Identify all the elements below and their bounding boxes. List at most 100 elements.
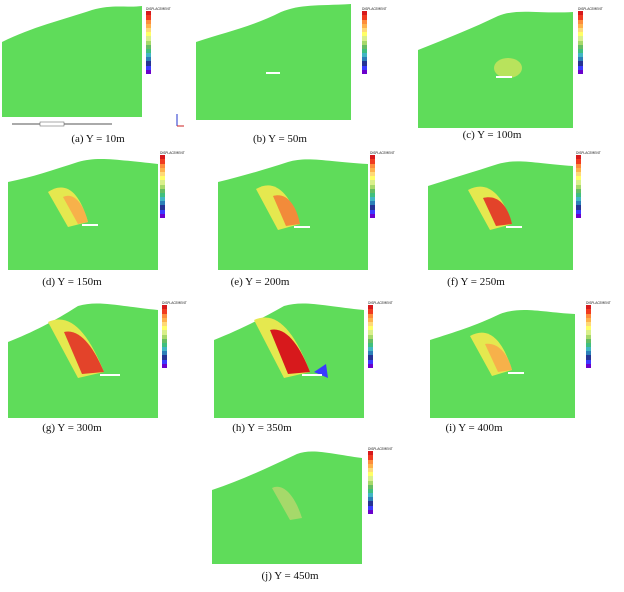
legend-swatch [368,347,393,352]
caption-c: (c) Y = 100m [462,129,522,141]
legend-swatch [362,48,387,54]
legend-swatch [160,205,185,210]
legend-g: DISPLACEMENT [162,301,187,369]
legend-swatch [362,61,387,66]
legend-swatch [368,463,393,468]
legend-swatch [578,48,603,54]
caption-j: (j) Y = 450m [261,570,319,582]
legend-swatch [362,32,387,37]
legend-swatch [370,184,395,189]
legend-swatch [576,176,601,181]
legend-a: DISPLACEMENT [146,7,171,75]
legend-title: DISPLACEMENT [162,301,187,305]
legend-swatch [146,61,171,66]
legend-swatch [576,209,601,214]
legend-swatch [576,197,601,202]
legend-swatch [578,44,603,49]
legend-swatch [362,53,387,58]
contour-plot-b [196,4,351,120]
legend-swatch [146,36,171,41]
legend-swatch [362,40,387,45]
panel-d: (d) Y = 150m [8,152,158,288]
contour-plot-h [214,303,364,418]
legend-title: DISPLACEMENT [362,7,387,11]
legend-swatch [578,57,603,62]
legend-swatch [368,330,393,335]
legend-swatch [586,338,611,343]
legend-title: DISPLACEMENT [370,151,395,155]
legend-swatch [160,171,185,177]
legend-swatch [576,180,601,185]
legend-swatch [576,201,601,206]
panel-a: (a) Y = 10m [2,2,192,145]
legend-swatch [578,15,603,20]
legend-swatch [160,167,185,172]
legend-swatch [370,209,395,214]
legend-f: DISPLACEMENT [576,151,601,219]
legend-b: DISPLACEMENT [362,7,387,75]
legend-swatch [576,192,601,198]
legend-swatch [368,342,393,348]
legend-swatch [578,61,603,66]
legend-swatch [578,69,603,75]
legend-swatch [586,317,611,322]
panel-e: (e) Y = 200m [218,154,368,288]
legend-swatch [368,455,393,460]
legend-swatch [586,309,611,314]
legend-swatch [586,347,611,352]
legend-swatch [162,351,187,356]
legend-swatch [160,209,185,214]
legend-swatch [370,197,395,202]
legend-title: DISPLACEMENT [146,7,171,11]
legend-swatch [160,159,185,164]
legend-swatch [370,176,395,181]
legend-swatch [368,355,393,360]
panel-c: (c) Y = 100m [418,8,578,141]
legend-swatch [146,48,171,54]
legend-swatch [368,451,393,456]
contour-plot-j [212,451,362,564]
legend-swatch [362,44,387,49]
legend-swatch [160,188,185,193]
legend-swatch [162,334,187,339]
legend-title: DISPLACEMENT [368,447,393,451]
legend-swatch [576,213,601,219]
legend-swatch [362,65,387,70]
panel-i: (i) Y = 400m [430,304,580,434]
legend-swatch [578,36,603,41]
legend-swatch [368,359,393,364]
legend-swatch [370,213,395,219]
legend-swatch [370,163,395,168]
legend-swatch [576,155,601,160]
legend-swatch [160,176,185,181]
panel-j: (j) Y = 450m [212,448,362,582]
legend-swatch [370,180,395,185]
legend-swatch [368,488,393,494]
legend-title: DISPLACEMENT [578,7,603,11]
legend-swatch [368,467,393,473]
legend-swatch [160,201,185,206]
legend-swatch [162,342,187,348]
legend-swatch [368,351,393,356]
legend-swatch [160,213,185,219]
contour-plot-f [428,161,573,270]
caption-e: (e) Y = 200m [230,276,290,288]
legend-swatch [162,313,187,318]
legend-swatch [578,32,603,37]
legend-title: DISPLACEMENT [586,301,611,305]
legend-swatch [162,347,187,352]
legend-swatch [146,53,171,58]
legend-swatch [586,326,611,331]
legend-e: DISPLACEMENT [370,151,395,219]
legend-swatch [162,338,187,343]
legend-swatch [362,11,387,16]
legend-swatch [368,493,393,498]
legend-swatch [576,167,601,172]
legend-swatch [586,363,611,369]
legend-swatch [586,359,611,364]
legend-swatch [368,472,393,477]
legend-swatch [370,192,395,198]
legend-swatch [362,19,387,24]
legend-swatch [368,480,393,485]
legend-title: DISPLACEMENT [576,151,601,155]
